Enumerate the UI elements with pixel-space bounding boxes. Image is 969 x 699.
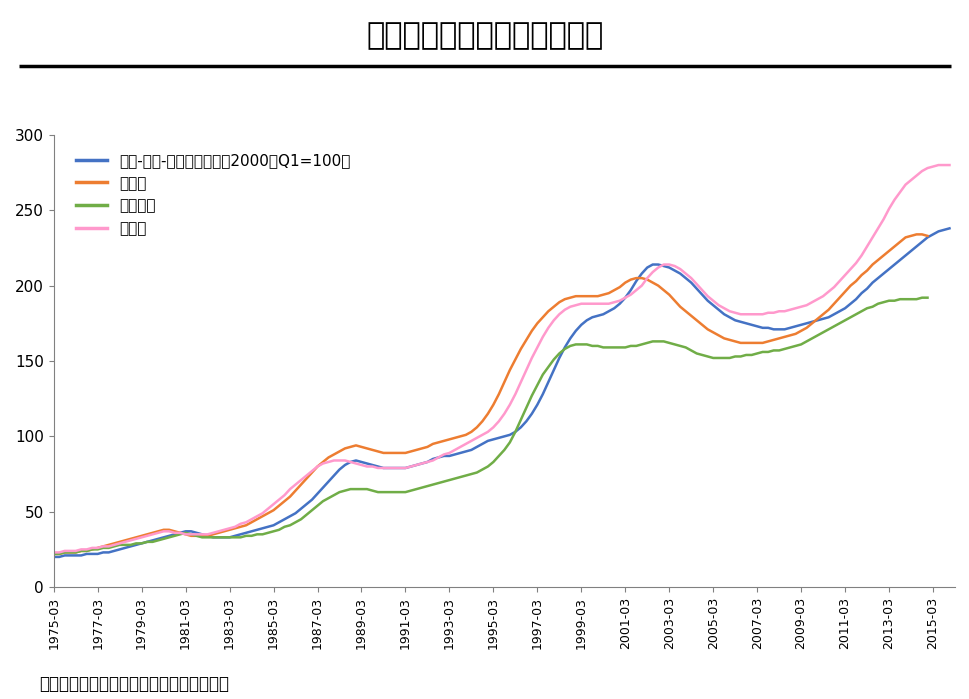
- Text: 图表：曼哈顿区房价涨幅较大: 图表：曼哈顿区房价涨幅较大: [366, 21, 603, 50]
- Legend: 纽约-泽西-白原房价指数（2000年Q1=100）, 纽约市, 曼哈顿区, 皇后区: 纽约-泽西-白原房价指数（2000年Q1=100）, 纽约市, 曼哈顿区, 皇后…: [71, 147, 357, 242]
- Text: 资料来源：美国联邦住房金融局，泽平宏观: 资料来源：美国联邦住房金融局，泽平宏观: [39, 675, 229, 693]
